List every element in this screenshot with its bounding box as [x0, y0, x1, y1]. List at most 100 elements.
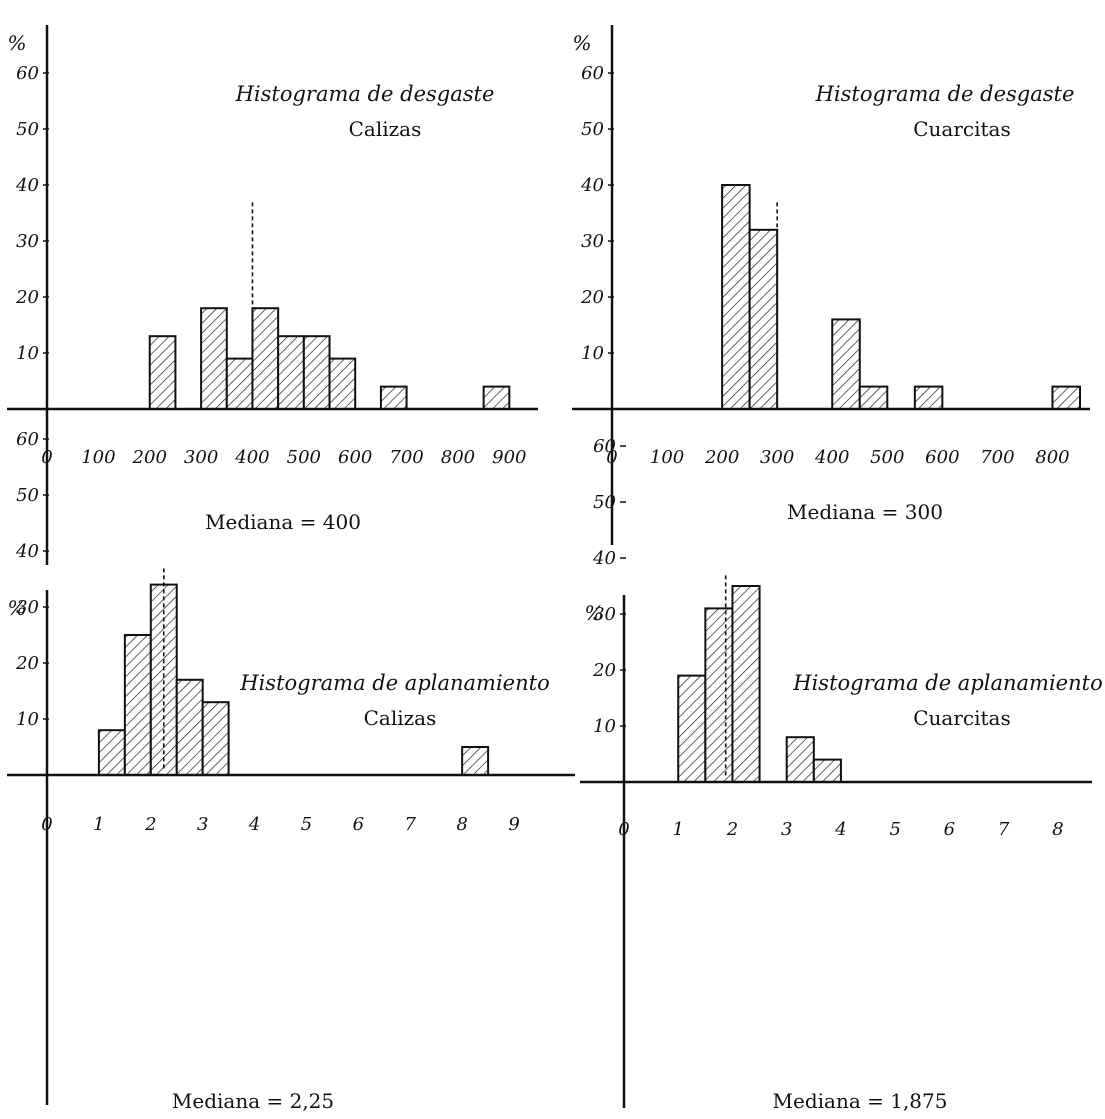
y-tick-label: 10 — [16, 709, 39, 730]
histogram-panel-2: 10 20 30 40 50 60% 0 100 200 300 400 500 600 700 800 Hi… — [572, 25, 1090, 545]
x-tick-label: 500 — [287, 447, 321, 468]
x-tick-label: 8 — [456, 814, 467, 835]
x-tick-label: 600 — [338, 447, 372, 468]
median-label: Mediana = 400 — [205, 510, 361, 534]
chart-title: Histograma de aplanamiento — [239, 671, 549, 695]
histogram-bar — [858, 385, 889, 411]
x-tick-label: 4 — [834, 819, 846, 840]
x-tick-label: 2 — [726, 819, 738, 840]
chart-subtitle: Cuarcitas — [913, 117, 1011, 141]
chart-title: Histograma de desgaste — [235, 82, 495, 106]
x-tick-label: 6 — [353, 814, 364, 835]
y-axis-label: % — [7, 596, 26, 620]
x-tick-label: 1 — [673, 819, 684, 840]
x-tick-label: 400 — [234, 447, 269, 468]
x-tick-label: 7 — [405, 814, 417, 835]
x-tick-label: 300 — [184, 447, 218, 468]
x-tick-label: 100 — [81, 447, 115, 468]
x-tick-label: 500 — [870, 447, 904, 468]
histogram-bar — [461, 746, 490, 776]
x-tick-label: 6 — [944, 819, 955, 840]
histogram-bar — [704, 607, 734, 784]
y-axis-label: % — [572, 31, 591, 55]
histogram-bar — [97, 729, 126, 777]
histogram-panel-3: 10 20 30 40 50 60% 0 1 2 3 4 5 6 7 8 9 Histograma de apl… — [7, 429, 575, 1113]
histogram-bar — [328, 357, 357, 411]
x-tick-label: 3 — [197, 814, 208, 835]
x-tick-label: 600 — [925, 447, 959, 468]
x-tick-label: 100 — [650, 447, 684, 468]
chart-subtitle: Calizas — [349, 117, 422, 141]
y-tick-label: 40 — [15, 175, 39, 196]
x-tick-label: 700 — [389, 447, 423, 468]
y-axis-label: % — [7, 31, 26, 55]
y-tick-label: 10 — [581, 343, 604, 364]
y-tick-label: 60 — [581, 63, 604, 84]
x-tick-label: 400 — [814, 447, 849, 468]
x-tick-label: 0 — [618, 819, 629, 840]
y-tick-label: 20 — [15, 287, 39, 308]
x-tick-label: 200 — [132, 447, 167, 468]
y-tick-label: 40 — [15, 541, 39, 562]
x-tick-label: 1 — [93, 814, 104, 835]
y-axis-label: % — [584, 601, 603, 625]
x-tick-label: 7 — [998, 819, 1010, 840]
y-tick-label: 60 — [16, 429, 39, 450]
x-tick-label: 4 — [248, 814, 260, 835]
chart-subtitle: Calizas — [364, 706, 437, 730]
x-tick-label: 300 — [760, 447, 794, 468]
x-tick-label: 900 — [492, 447, 526, 468]
histogram-panel-4: 10 20 30 40 50 60% 0 1 2 3 4 5 6 7 8 Histograma de apla… — [580, 436, 1103, 1113]
y-tick-label: 30 — [16, 597, 39, 618]
y-tick-label: 40 — [592, 548, 616, 569]
histogram-bar — [721, 184, 751, 410]
y-tick-label: 50 — [581, 119, 604, 140]
histogram-panel-1: 10 20 30 40 50 60% 0 100 200 300 400 500 600 700 800 90… — [7, 25, 538, 565]
median-label: Mediana = 2,25 — [172, 1089, 334, 1113]
histogram-bar — [913, 385, 944, 411]
x-tick-label: 8 — [1052, 819, 1063, 840]
y-tick-label: 30 — [581, 231, 604, 252]
x-tick-label: 200 — [704, 447, 739, 468]
y-tick-label: 50 — [16, 119, 39, 140]
median-label: Mediana = 1,875 — [773, 1089, 948, 1113]
histogram-bar — [1051, 385, 1081, 411]
y-tick-label: 50 — [593, 492, 616, 513]
histogram-bar — [123, 634, 152, 776]
chart-title: Histograma de aplanamiento — [792, 671, 1102, 695]
y-tick-label: 20 — [592, 660, 616, 681]
x-tick-label: 2 — [144, 814, 156, 835]
histogram-bar — [251, 307, 280, 411]
y-tick-label: 60 — [593, 436, 616, 457]
histogram-bar — [731, 585, 761, 783]
chart-subtitle: Cuarcitas — [913, 706, 1011, 730]
histogram-bar — [677, 674, 707, 783]
y-tick-label: 40 — [580, 175, 604, 196]
x-tick-label: 700 — [980, 447, 1014, 468]
y-tick-label: 30 — [16, 231, 39, 252]
x-tick-label: 3 — [781, 819, 792, 840]
histogram-bar — [201, 701, 230, 777]
histogram-bar — [302, 335, 331, 411]
histogram-bar — [748, 228, 779, 410]
x-tick-label: 9 — [508, 814, 519, 835]
x-tick-label: 800 — [441, 447, 475, 468]
x-tick-label: 0 — [41, 447, 52, 468]
histogram-bar — [812, 758, 842, 783]
y-tick-label: 10 — [16, 343, 39, 364]
x-tick-label: 0 — [606, 447, 617, 468]
x-tick-label: 0 — [41, 814, 52, 835]
histogram-bar — [200, 307, 228, 411]
histogram-bar — [148, 335, 177, 411]
histogram-bar — [482, 385, 511, 411]
y-tick-label: 50 — [16, 485, 39, 506]
histogram-bar — [175, 678, 204, 776]
y-tick-label: 20 — [580, 287, 604, 308]
y-tick-label: 20 — [15, 653, 39, 674]
y-tick-label: 30 — [593, 604, 616, 625]
y-tick-label: 10 — [593, 716, 616, 737]
histogram-bar — [277, 335, 305, 411]
x-tick-label: 800 — [1035, 447, 1069, 468]
histogram-bar — [785, 736, 815, 784]
